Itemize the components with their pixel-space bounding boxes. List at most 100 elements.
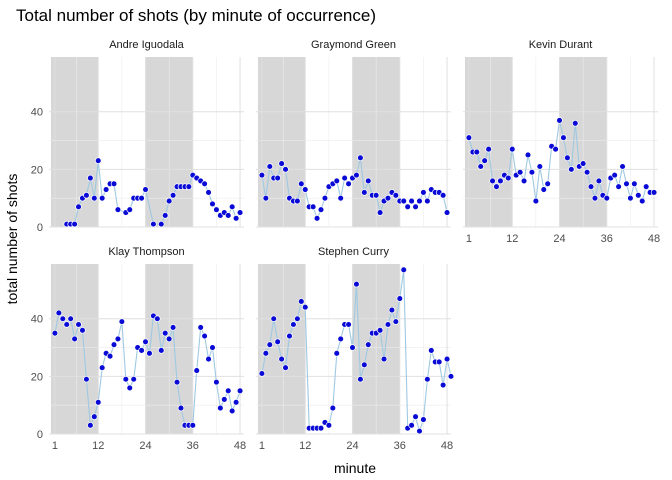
data-point	[193, 367, 200, 374]
data-point	[642, 183, 650, 190]
data-point	[424, 197, 431, 205]
data-point	[439, 381, 447, 389]
data-point	[412, 413, 419, 420]
facet-panel: Klay Thompson 0 20 40 1 12 24 36 48	[31, 246, 246, 452]
data-point	[556, 117, 563, 124]
data-point	[424, 376, 431, 383]
data-point	[274, 338, 281, 346]
chart-title: Total number of shots (by minute of occu…	[16, 6, 376, 25]
facet-panel: Stephen Curry 1 12 24 36 48	[256, 246, 455, 452]
data-point	[71, 220, 78, 228]
shaded-quarter-band	[464, 57, 513, 227]
data-point	[286, 332, 293, 340]
data-point	[232, 215, 240, 222]
data-point	[106, 352, 114, 360]
data-point	[516, 169, 524, 176]
x-tick-label: 36	[187, 440, 199, 452]
data-point	[380, 355, 388, 363]
data-point	[329, 404, 337, 412]
data-point	[209, 344, 216, 351]
x-tick-label: 1	[259, 440, 265, 452]
data-point	[55, 309, 63, 317]
data-point	[615, 183, 622, 190]
facet-strip-label: Andre Iguodala	[109, 39, 184, 51]
facet-panel: Kevin Durant 1 12 24 36 48	[463, 39, 660, 245]
data-point	[177, 404, 185, 412]
data-point	[142, 338, 149, 346]
data-point	[130, 376, 137, 383]
data-point	[317, 424, 325, 432]
y-tick-label: 20	[31, 164, 43, 176]
data-point	[98, 194, 106, 202]
data-point	[122, 376, 130, 383]
data-point	[262, 194, 270, 202]
data-point	[337, 335, 344, 343]
facet-panel: Graymond Green	[256, 39, 451, 228]
data-point	[110, 341, 118, 348]
data-point	[201, 180, 208, 188]
data-point	[396, 295, 404, 302]
data-point	[197, 324, 204, 331]
x-tick-label: 1	[52, 440, 58, 452]
data-point	[161, 329, 169, 337]
data-point	[262, 350, 270, 357]
data-point	[110, 180, 118, 188]
data-point	[189, 422, 197, 429]
data-point	[528, 169, 536, 176]
data-point	[282, 166, 289, 173]
data-point	[83, 376, 90, 383]
data-point	[560, 134, 567, 141]
shaded-quarter-band	[50, 57, 99, 227]
data-point	[357, 376, 364, 383]
data-point	[333, 350, 341, 357]
data-point	[91, 194, 98, 202]
facet-strip-label: Klay Thompson	[108, 246, 184, 258]
data-point	[400, 197, 407, 205]
data-point	[87, 174, 94, 182]
data-point	[544, 180, 551, 188]
data-point	[372, 192, 380, 199]
data-point	[102, 186, 110, 193]
data-point	[298, 180, 305, 188]
facet-strip-label: Kevin Durant	[529, 39, 593, 51]
data-point	[79, 327, 86, 334]
data-point	[473, 148, 481, 156]
data-point	[408, 422, 415, 429]
data-point	[201, 332, 208, 340]
shaded-quarter-band	[50, 264, 99, 434]
data-point	[138, 347, 145, 354]
x-tick-label: 48	[441, 440, 453, 452]
data-point	[489, 177, 496, 185]
data-point	[205, 189, 212, 196]
data-point	[71, 335, 78, 343]
x-tick-label: 36	[394, 440, 406, 452]
data-point	[224, 212, 232, 219]
data-point	[333, 177, 341, 185]
y-tick-label: 40	[31, 107, 43, 119]
data-point	[420, 416, 427, 423]
data-point	[266, 163, 274, 170]
data-point	[595, 177, 603, 185]
y-tick-label: 40	[31, 314, 43, 326]
x-tick-label: 48	[234, 440, 246, 452]
x-tick-label: 24	[553, 233, 565, 245]
data-point	[443, 209, 451, 216]
data-point	[611, 171, 618, 179]
data-point	[75, 321, 82, 328]
data-point	[392, 192, 400, 199]
data-point	[384, 194, 392, 202]
data-point	[169, 324, 177, 331]
data-point	[321, 194, 329, 202]
data-point	[290, 321, 297, 328]
data-point	[114, 335, 122, 343]
data-point	[650, 189, 658, 196]
data-point	[552, 145, 559, 153]
data-point	[301, 303, 309, 311]
facet-panels: Andre Iguodala 0 20 40 Graymond Green Kevin D…	[31, 39, 660, 452]
data-point	[638, 197, 646, 205]
data-point	[583, 169, 591, 176]
data-point	[169, 192, 177, 199]
data-point	[477, 163, 484, 170]
data-point	[278, 160, 285, 167]
data-point	[357, 154, 364, 162]
